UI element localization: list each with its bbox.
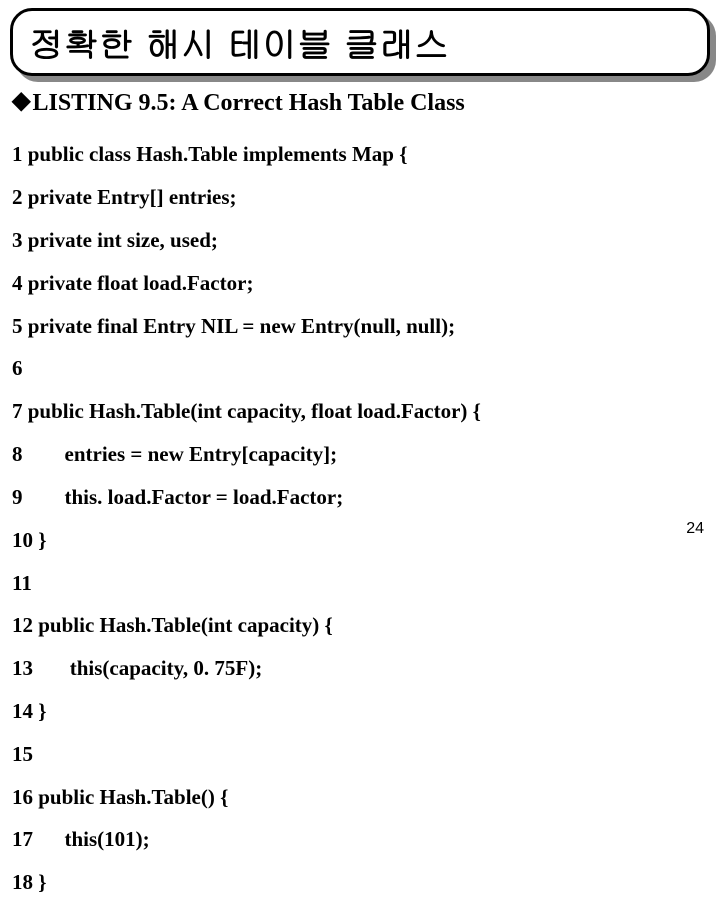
code-line: 8 entries = new Entry[capacity]; xyxy=(12,444,720,465)
bullet-icon: ◆ xyxy=(12,88,30,114)
code-line: 6 xyxy=(12,358,720,379)
title-box: 정확한 해시 테이블 클래스 xyxy=(10,8,710,76)
code-line: 14 } xyxy=(12,701,720,722)
code-line: 10 } xyxy=(12,530,720,551)
title-container: 정확한 해시 테이블 클래스 xyxy=(10,8,710,76)
listing-label: LISTING 9.5: xyxy=(32,90,176,116)
code-line: 15 xyxy=(12,744,720,765)
listing-subtitle: ◆LISTING 9.5: A Correct Hash Table Class xyxy=(12,86,720,117)
code-line: 13 this(capacity, 0. 75F); xyxy=(12,658,720,679)
code-block: 1 public class Hash.Table implements Map… xyxy=(12,123,720,915)
code-line: 3 private int size, used; xyxy=(12,230,720,251)
page-number: 24 xyxy=(686,520,704,538)
code-line: 18 } xyxy=(12,872,720,893)
code-line: 1 public class Hash.Table implements Map… xyxy=(12,144,720,165)
code-line: 5 private final Entry NIL = new Entry(nu… xyxy=(12,316,720,337)
code-line: 9 this. load.Factor = load.Factor; xyxy=(12,487,720,508)
code-line: 16 public Hash.Table() { xyxy=(12,787,720,808)
code-line: 2 private Entry[] entries; xyxy=(12,187,720,208)
code-line: 4 private float load.Factor; xyxy=(12,273,720,294)
code-line: 17 this(101); xyxy=(12,829,720,850)
code-line: 11 xyxy=(12,573,720,594)
code-line: 7 public Hash.Table(int capacity, float … xyxy=(12,401,720,422)
slide-title: 정확한 해시 테이블 클래스 xyxy=(29,17,449,67)
code-line: 12 public Hash.Table(int capacity) { xyxy=(12,615,720,636)
listing-desc: A Correct Hash Table Class xyxy=(177,90,465,116)
